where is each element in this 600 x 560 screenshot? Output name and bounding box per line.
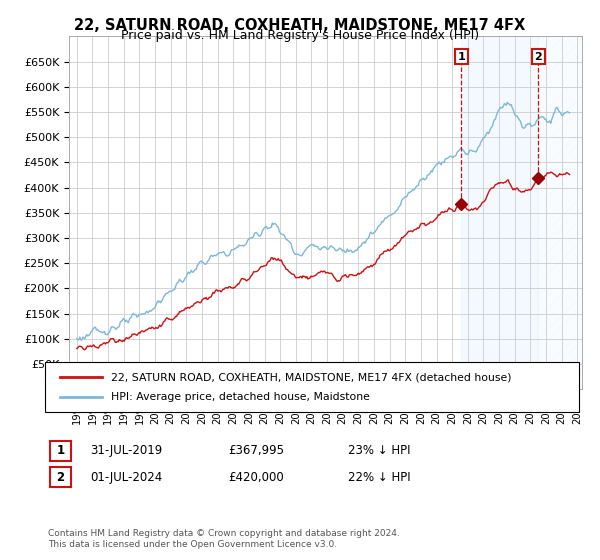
Bar: [538, 36, 582, 389]
Text: 01-JUL-2024: 01-JUL-2024: [90, 470, 162, 484]
Text: 31-JUL-2019: 31-JUL-2019: [90, 444, 162, 458]
Text: 2: 2: [56, 470, 65, 484]
Bar: [461, 36, 538, 389]
Text: 2: 2: [535, 52, 542, 62]
Text: HPI: Average price, detached house, Maidstone: HPI: Average price, detached house, Maid…: [111, 391, 370, 402]
Text: 1: 1: [56, 444, 65, 458]
Text: £420,000: £420,000: [228, 470, 284, 484]
Text: Contains HM Land Registry data © Crown copyright and database right 2024.
This d: Contains HM Land Registry data © Crown c…: [48, 529, 400, 549]
Text: £367,995: £367,995: [228, 444, 284, 458]
Text: 22, SATURN ROAD, COXHEATH, MAIDSTONE, ME17 4FX (detached house): 22, SATURN ROAD, COXHEATH, MAIDSTONE, ME…: [111, 372, 511, 382]
Text: 23% ↓ HPI: 23% ↓ HPI: [348, 444, 410, 458]
Text: Price paid vs. HM Land Registry's House Price Index (HPI): Price paid vs. HM Land Registry's House …: [121, 29, 479, 42]
Text: 22, SATURN ROAD, COXHEATH, MAIDSTONE, ME17 4FX: 22, SATURN ROAD, COXHEATH, MAIDSTONE, ME…: [74, 18, 526, 33]
Text: 22% ↓ HPI: 22% ↓ HPI: [348, 470, 410, 484]
Text: 1: 1: [457, 52, 465, 62]
